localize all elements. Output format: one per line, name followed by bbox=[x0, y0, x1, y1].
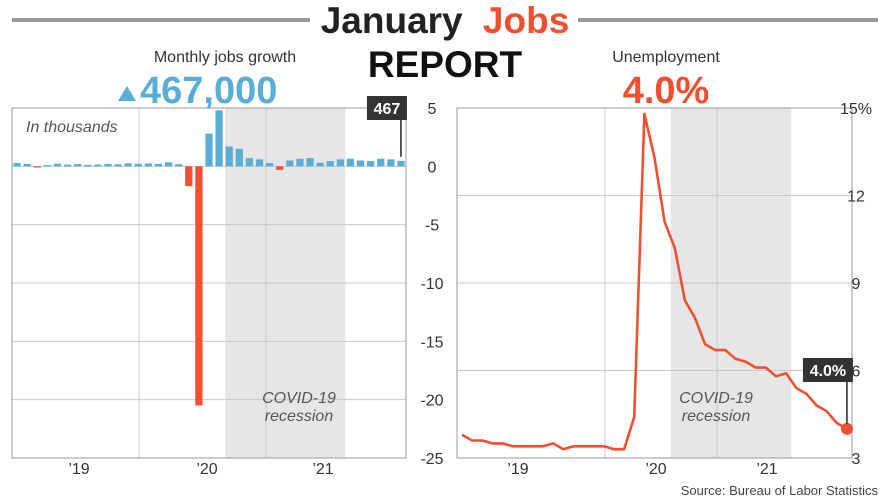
jobs-bar bbox=[175, 164, 183, 167]
jobs-bar bbox=[104, 164, 112, 167]
jobs-bar bbox=[397, 160, 405, 167]
jobs-bar bbox=[286, 160, 294, 167]
jobs-headline: Monthly jobs growth 467,000 bbox=[118, 49, 296, 112]
unemployment-endpoint bbox=[840, 422, 853, 435]
jobs-recession-label: recession bbox=[265, 408, 334, 425]
jobs-bar bbox=[245, 158, 254, 167]
jobs-x-tick-label: ’20 bbox=[196, 461, 217, 478]
jobs-units-note: In thousands bbox=[26, 119, 118, 136]
jobs-headline-label: Monthly jobs growth bbox=[154, 49, 296, 66]
title-word-january: January bbox=[321, 0, 463, 41]
jobs-headline-value: 467,000 bbox=[140, 70, 277, 112]
jobs-bar bbox=[195, 166, 203, 406]
jobs-bar bbox=[387, 159, 395, 167]
jobs-bar bbox=[144, 163, 153, 167]
jobs-bar bbox=[316, 162, 324, 167]
unemployment-callout-label: 4.0% bbox=[810, 363, 846, 380]
unemp-y-tick-label: 3 bbox=[852, 451, 861, 468]
jobs-bar bbox=[377, 158, 385, 167]
unemp-x-tick-label: ’20 bbox=[645, 461, 666, 478]
jobs-y-tick-label: 0 bbox=[428, 159, 437, 176]
jobs-bar bbox=[255, 159, 264, 167]
unemp-recession-label: recession bbox=[682, 408, 751, 425]
unemp-y-tick-label: 9 bbox=[852, 276, 861, 293]
jobs-bar bbox=[74, 164, 82, 167]
jobs-bar bbox=[23, 164, 31, 167]
jobs-bar bbox=[367, 161, 375, 167]
jobs-bar bbox=[84, 164, 92, 167]
jobs-bar bbox=[225, 146, 233, 167]
jobs-bar bbox=[13, 163, 21, 167]
jobs-y-tick-label: -25 bbox=[420, 451, 443, 468]
jobs-bar bbox=[43, 165, 51, 167]
jobs-bar bbox=[276, 166, 284, 170]
jobs-y-tick-label: -5 bbox=[425, 218, 439, 235]
jobs-y-tick-label: -20 bbox=[420, 393, 443, 410]
title-word-jobs: Jobs bbox=[483, 0, 569, 41]
unemp-plot-frame bbox=[456, 107, 853, 459]
jobs-plot-frame bbox=[11, 107, 407, 459]
jobs-bar bbox=[326, 161, 334, 167]
jobs-bar bbox=[53, 163, 62, 167]
jobs-bar bbox=[265, 163, 274, 167]
unemp-y-tick-label: 15% bbox=[840, 101, 872, 118]
jobs-bar bbox=[124, 163, 132, 167]
jobs-y-tick-label: 5 bbox=[428, 101, 437, 118]
source-note: Source: Bureau of Labor Statistics bbox=[681, 483, 879, 498]
jobs-chart: 5 0 -5 -10 -15 -20 -25 ’19 ’20 ’21 COVID-19recessi… bbox=[11, 96, 444, 478]
jobs-bar bbox=[134, 163, 142, 167]
jobs-bar bbox=[63, 164, 72, 167]
unemp-x-tick-label: ’19 bbox=[507, 461, 528, 478]
header: January Jobs REPORT bbox=[12, 0, 878, 85]
jobs-bar bbox=[33, 166, 41, 168]
jobs-x-tick-label: ’21 bbox=[312, 461, 333, 478]
jobs-bar bbox=[356, 160, 365, 167]
header-rule-right bbox=[578, 18, 878, 22]
jobs-bar bbox=[114, 164, 122, 167]
jobs-bar bbox=[296, 158, 304, 167]
jobs-callout-box bbox=[366, 96, 407, 120]
jobs-bar bbox=[94, 164, 102, 167]
unemployment-headline-value: 4.0% bbox=[623, 70, 710, 112]
unemployment-headline-label: Unemployment bbox=[612, 49, 720, 66]
jobs-bar bbox=[154, 164, 163, 167]
header-rule-left bbox=[12, 18, 310, 22]
unemployment-line bbox=[461, 112, 848, 451]
jobs-bar bbox=[336, 159, 344, 167]
jobs-recession-label: COVID-19 bbox=[262, 390, 336, 407]
unemployment-headline: Unemployment 4.0% bbox=[612, 49, 720, 112]
jobs-bar bbox=[215, 110, 223, 167]
jobs-bar bbox=[235, 148, 243, 167]
jobs-y-tick-label: -15 bbox=[420, 334, 443, 351]
svg-text:January Jobs: January Jobs bbox=[321, 0, 570, 41]
unemp-y-tick-label: 6 bbox=[852, 364, 861, 381]
jobs-bar bbox=[164, 162, 173, 167]
unemployment-callout-box bbox=[802, 358, 853, 382]
jobs-x-tick-label: ’19 bbox=[68, 461, 89, 478]
jobs-bar bbox=[185, 166, 193, 187]
jobs-y-tick-label: -10 bbox=[420, 276, 443, 293]
unemp-recession-label: COVID-19 bbox=[679, 390, 753, 407]
jobs-bar bbox=[346, 158, 355, 167]
up-triangle-icon bbox=[118, 86, 136, 101]
jobs-bar bbox=[205, 133, 213, 167]
unemp-y-tick-label: 12 bbox=[847, 189, 865, 206]
title-report: REPORT bbox=[368, 44, 523, 85]
jobs-callout-label: 467 bbox=[374, 101, 401, 118]
unemp-x-tick-label: ’21 bbox=[756, 461, 777, 478]
jobs-bar bbox=[306, 158, 314, 167]
